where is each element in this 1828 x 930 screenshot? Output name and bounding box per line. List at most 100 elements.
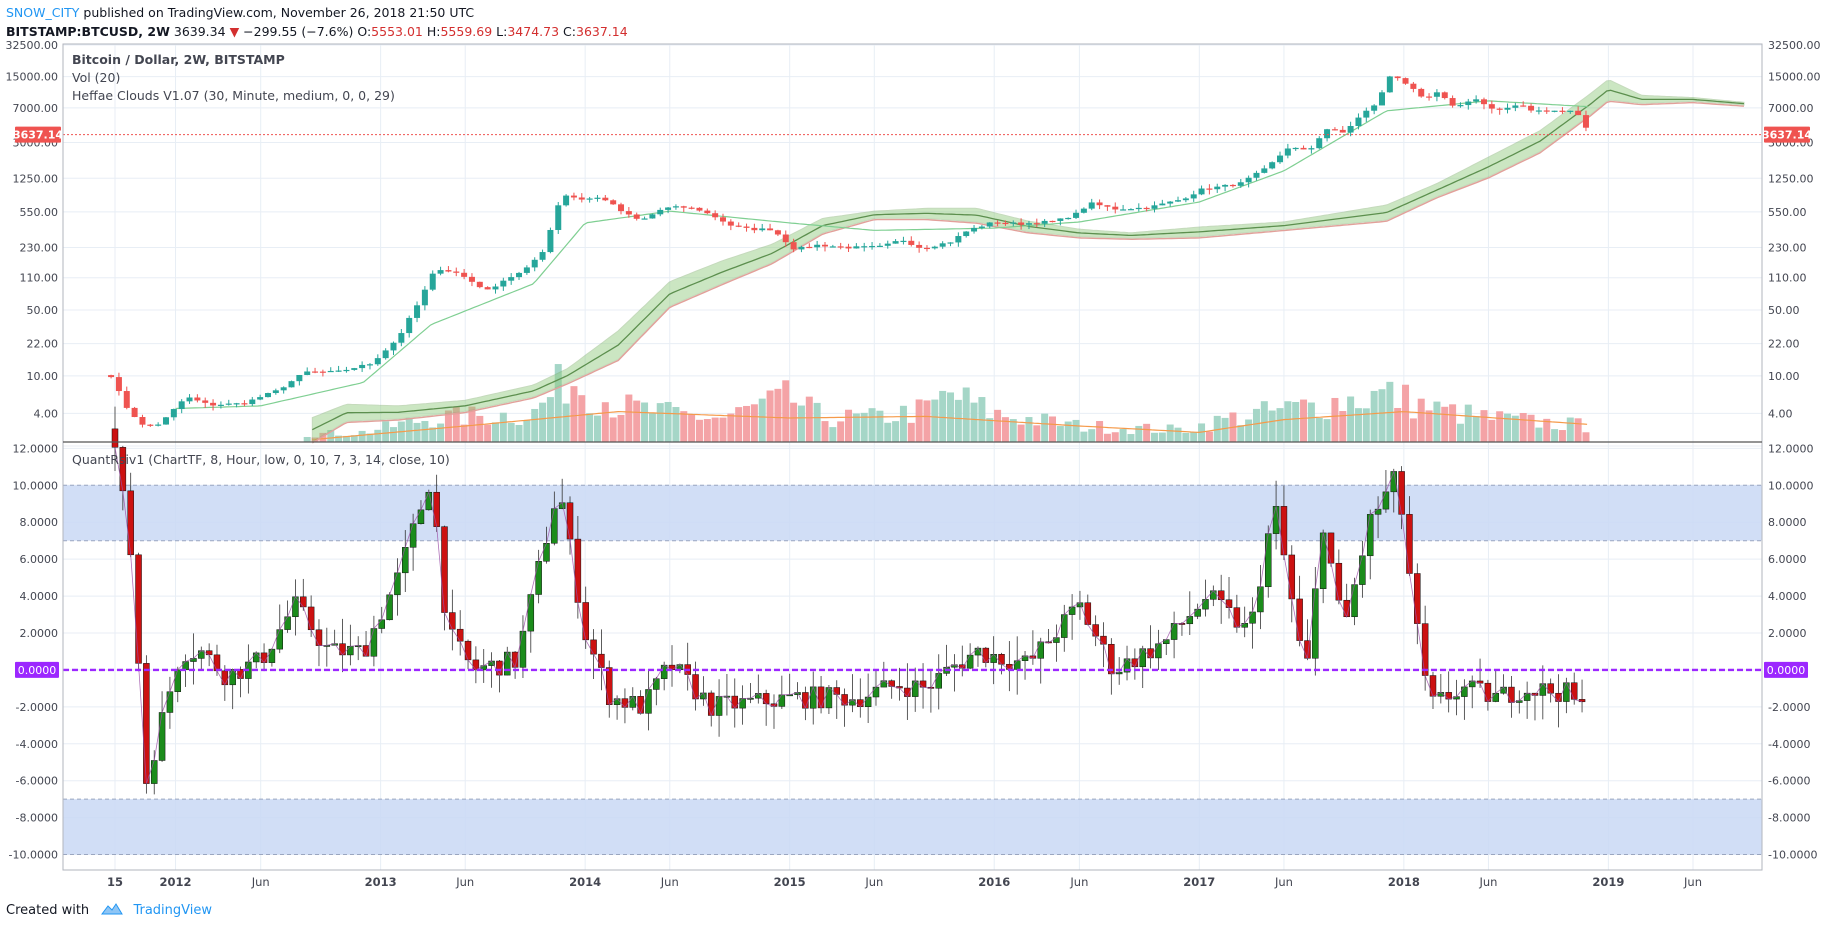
volume-bar: [1339, 411, 1347, 442]
volume-bar: [868, 408, 876, 442]
volume-bar: [1456, 423, 1464, 442]
symbol-name[interactable]: BITSTAMP:BTCUSD, 2W: [6, 24, 170, 39]
oscillator-candle: [574, 538, 582, 603]
oscillator-candle: [888, 680, 895, 687]
volume-bar: [484, 424, 492, 442]
price-candle: [1426, 96, 1433, 98]
price-candle: [1010, 222, 1017, 224]
price-candle: [178, 401, 185, 410]
oscillator-candle: [692, 674, 699, 700]
price-candle: [170, 409, 177, 418]
price-candle: [869, 245, 876, 248]
volume-bar: [1111, 432, 1119, 442]
oscillator-candle: [284, 616, 291, 630]
volume-bar: [923, 400, 931, 442]
volume-bar: [617, 414, 625, 442]
volume-bar: [1166, 424, 1174, 442]
oscillator-axis-label-right: -6.0000: [1768, 775, 1810, 788]
volume-bar: [1025, 417, 1033, 442]
oscillator-candle: [143, 663, 150, 784]
price-candle: [625, 211, 632, 215]
price-candle: [759, 228, 766, 231]
oscillator-signal-line: [114, 447, 1583, 784]
volume-bar: [1252, 408, 1260, 442]
volume-bar: [1566, 417, 1574, 442]
volume-bar: [1033, 425, 1041, 442]
volume-bar: [562, 403, 570, 442]
author-link[interactable]: SNOW_CITY: [6, 5, 80, 20]
oscillator-candle: [1217, 590, 1225, 601]
price-axis-label-right: 10.00: [1768, 370, 1800, 383]
price-candle: [955, 236, 962, 243]
volume-bar: [1135, 425, 1143, 442]
volume-bar: [1582, 432, 1590, 442]
price-candle: [578, 197, 585, 200]
volume-bar: [1127, 434, 1135, 442]
price-candle: [249, 399, 256, 405]
price-candle: [555, 205, 562, 230]
price-candle: [1535, 110, 1542, 112]
price-candle: [1394, 76, 1401, 79]
volume-bar: [1370, 390, 1378, 442]
price-candle: [1120, 209, 1127, 211]
oscillator-axis-label-left: 12.0000: [13, 442, 59, 455]
symbol-quote-line: BITSTAMP:BTCUSD, 2W 3639.34 ▼ −299.55 (−…: [6, 22, 1822, 41]
volume-bar: [962, 387, 970, 442]
oscillator-candle: [935, 673, 942, 689]
volume-bar: [444, 410, 452, 442]
volume-bar: [1472, 416, 1480, 442]
price-candle: [1237, 182, 1244, 186]
price-candle: [1488, 104, 1495, 109]
price-candle: [1292, 147, 1299, 150]
oscillator-candle: [378, 619, 385, 629]
oscillator-candle: [1170, 623, 1178, 640]
volume-bar: [1158, 432, 1166, 442]
volume-bar: [1449, 404, 1457, 442]
volume-bar: [1519, 413, 1527, 442]
volume-bars: [303, 364, 1590, 442]
price-candle: [115, 377, 122, 392]
price-candle: [563, 195, 570, 206]
volume-bar: [358, 430, 366, 442]
oscillator-candle: [1414, 573, 1421, 624]
volume-bar: [931, 399, 939, 442]
price-candle: [610, 200, 617, 205]
oscillator-candle: [1061, 614, 1068, 638]
volume-bar: [366, 433, 374, 442]
price-candle: [414, 305, 421, 318]
oscillator-candle: [315, 629, 323, 646]
volume-bar: [1354, 408, 1362, 442]
volume-bar: [1088, 429, 1096, 442]
price-candle: [1308, 148, 1315, 150]
oscillator-candle: [990, 654, 997, 663]
price-candle: [1496, 108, 1503, 110]
price-candle: [155, 424, 162, 426]
oscillator-candle: [182, 661, 189, 671]
price-candle: [264, 393, 271, 398]
oscillator-candle: [1500, 686, 1507, 694]
axes: 32500.00 32500.00 15000.00 15000.00 7000.00 7…: [6, 39, 1821, 889]
price-candle: [1112, 206, 1119, 210]
volume-bar: [1072, 419, 1080, 442]
oscillator-candle: [1264, 533, 1272, 588]
price-change: −299.55 (−7.6%): [243, 24, 354, 39]
tradingview-link[interactable]: TradingView: [133, 903, 212, 918]
price-candle: [225, 403, 232, 405]
price-axis-label-left: 4.00: [34, 407, 59, 420]
volume-bar: [805, 396, 813, 442]
volume-bar: [531, 408, 539, 442]
price-candle: [1480, 99, 1487, 105]
price-candle: [453, 271, 460, 273]
time-axis-label: Jun: [864, 875, 883, 889]
price-axis-label-left: 110.00: [20, 272, 59, 285]
oscillator-candle: [833, 687, 841, 695]
oscillator-candle: [825, 687, 833, 709]
price-candle: [1582, 115, 1589, 128]
price-candle: [1339, 129, 1346, 133]
oscillator-candle: [433, 491, 440, 527]
volume-bar: [1190, 432, 1198, 442]
oscillator-axis-label-left: 8.0000: [20, 516, 59, 529]
price-candle: [1033, 223, 1040, 225]
volume-bar: [421, 421, 429, 442]
